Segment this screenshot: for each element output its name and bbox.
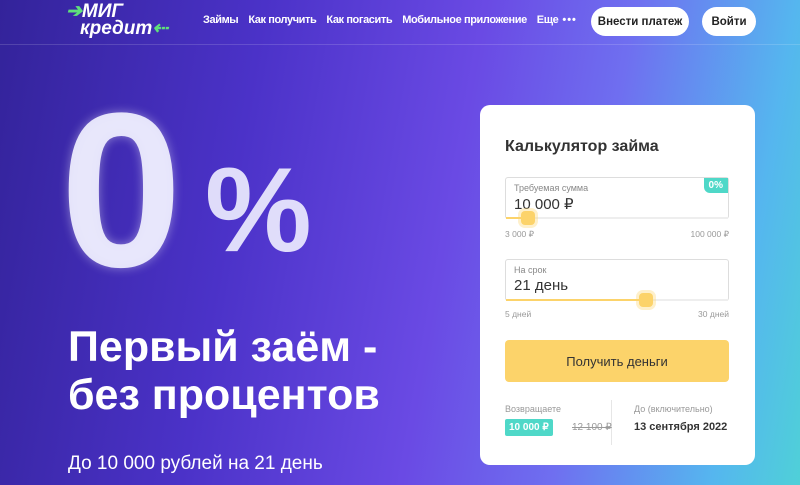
amount-value: 10 000 ₽ — [514, 196, 574, 213]
nav-more-label: Еще — [536, 14, 559, 26]
amount-max: 100 000 ₽ — [690, 229, 730, 239]
main-nav: Займы Как получить Как погасить Мобильно… — [203, 14, 577, 26]
term-min: 5 дней — [505, 309, 532, 319]
loan-calculator: Калькулятор займа Требуемая сумма 10 000… — [480, 105, 755, 465]
header: ➔МИГ кредит⇠ Займы Как получить Как пога… — [0, 0, 800, 45]
until-label: До (включительно) — [634, 404, 713, 414]
term-range: 5 дней 30 дней — [505, 309, 729, 319]
amount-field[interactable]: Требуемая сумма 10 000 ₽ 0% — [505, 177, 729, 225]
get-money-button[interactable]: Получить деньги — [505, 340, 729, 382]
zero-percent-badge: 0% — [703, 178, 728, 193]
hero-title-line1: Первый заём - — [68, 323, 378, 371]
dots-icon: ••• — [562, 14, 577, 26]
term-field[interactable]: На срок 21 день — [505, 259, 729, 307]
pay-button[interactable]: Внести платеж — [591, 7, 689, 36]
logo-text-1: МИГ — [81, 1, 124, 22]
amount-range: 3 000 ₽ 100 000 ₽ — [505, 229, 729, 240]
amount-slider[interactable] — [506, 211, 728, 225]
calculator-title: Калькулятор займа — [505, 138, 659, 155]
hero-percent-graphic: % — [205, 143, 312, 277]
nav-loans[interactable]: Займы — [203, 14, 239, 26]
term-slider[interactable] — [506, 293, 728, 307]
amount-label: Требуемая сумма — [514, 183, 589, 193]
divider — [611, 400, 612, 445]
hero-title-line2: без процентов — [68, 371, 380, 419]
term-slider-thumb[interactable] — [638, 293, 653, 307]
term-max: 30 дней — [698, 309, 729, 319]
term-value: 21 день — [514, 277, 569, 294]
term-slider-fill — [506, 299, 646, 301]
nav-how-to-get[interactable]: Как получить — [248, 14, 317, 26]
nav-mobile-app[interactable]: Мобильное приложение — [402, 14, 527, 26]
hero-subtitle: До 10 000 рублей на 21 день — [68, 453, 323, 474]
term-label: На срок — [514, 265, 547, 275]
until-date: 13 сентября 2022 — [634, 421, 728, 433]
nav-more[interactable]: Еще ••• — [537, 14, 577, 26]
hero-zero-graphic: 0 — [60, 67, 182, 313]
nav-how-to-repay[interactable]: Как погасить — [326, 14, 393, 26]
login-button[interactable]: Войти — [702, 7, 756, 36]
return-value: 10 000 ₽ — [505, 419, 553, 436]
logo[interactable]: ➔МИГ кредит⇠ — [66, 1, 169, 39]
amount-min: 3 000 ₽ — [505, 229, 535, 239]
hero-title: Первый заём - без процентов — [68, 323, 380, 419]
amount-slider-fill — [506, 217, 529, 219]
return-label: Возвращаете — [505, 404, 561, 414]
amount-slider-thumb[interactable] — [521, 211, 536, 225]
logo-text-2: кредит — [80, 18, 153, 39]
return-old-value: 12 100 ₽ — [572, 422, 612, 433]
